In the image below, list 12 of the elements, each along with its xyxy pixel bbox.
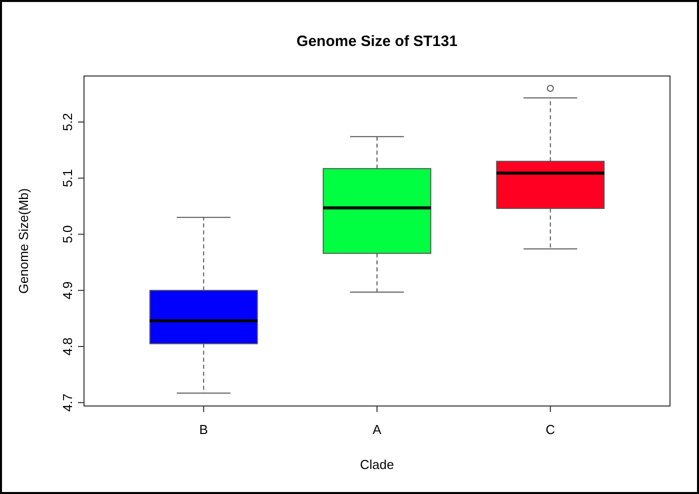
y-axis-title: Genome Size(Mb) xyxy=(16,188,31,294)
y-tick-label: 4.7 xyxy=(60,394,75,412)
x-tick-label: C xyxy=(546,422,556,437)
y-tick-label: 5.0 xyxy=(60,225,75,244)
y-tick-label: 4.8 xyxy=(60,337,75,356)
x-axis-title: Clade xyxy=(360,457,394,472)
y-tick-label: 5.2 xyxy=(60,112,75,132)
chart-title: Genome Size of ST131 xyxy=(296,33,458,50)
y-tick-label: 4.9 xyxy=(60,281,75,300)
x-tick-label: B xyxy=(199,422,208,437)
y-tick-label: 5.1 xyxy=(60,169,75,188)
x-tick-label: A xyxy=(372,422,382,437)
